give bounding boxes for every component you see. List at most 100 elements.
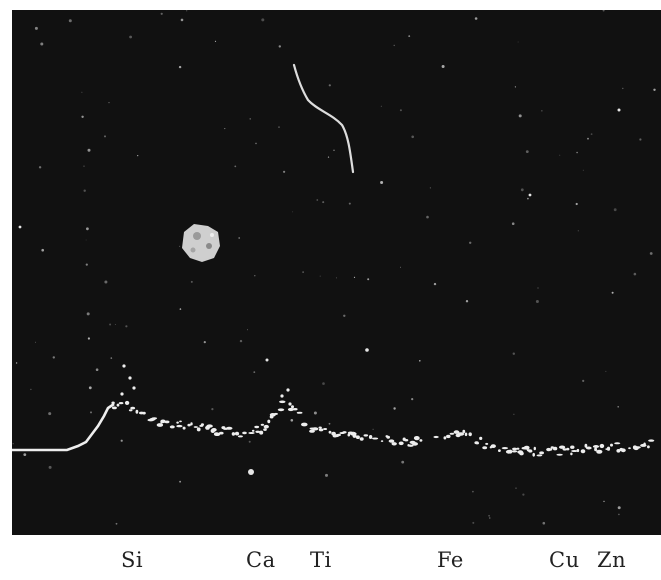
speck: [88, 386, 92, 390]
trace-dot: [182, 426, 186, 430]
element-label-zn: Zn: [597, 548, 627, 572]
speck: [35, 341, 36, 343]
speck: [653, 88, 656, 92]
trace-dot: [130, 406, 136, 410]
speck: [582, 169, 584, 171]
speck: [617, 108, 621, 112]
trace-dot: [142, 411, 146, 415]
trace-dot: [347, 433, 351, 437]
speck: [83, 189, 86, 192]
speck: [85, 239, 87, 241]
speck: [179, 308, 182, 310]
trace-dot: [124, 400, 130, 405]
speck: [353, 276, 356, 278]
trace-dot: [160, 419, 166, 424]
trace-dot: [363, 434, 369, 437]
trace-dot: [556, 453, 563, 456]
trace-dot: [433, 435, 439, 439]
speck: [489, 517, 491, 519]
speck: [203, 341, 206, 344]
speck: [518, 114, 522, 118]
speck: [95, 368, 99, 372]
trace-dot: [200, 423, 204, 426]
trace-dot: [523, 445, 530, 450]
trace-dot: [128, 376, 132, 380]
speck: [87, 337, 90, 340]
trace-dot: [254, 425, 260, 429]
fiber-strand: [292, 63, 355, 174]
trace-dot: [620, 448, 626, 453]
background-specks: [12, 10, 656, 525]
trace-dot: [267, 419, 271, 424]
trace-dot: [512, 447, 518, 451]
trace-dot: [599, 443, 605, 449]
trace-dot: [580, 449, 586, 454]
trace-dot: [562, 448, 568, 451]
speck: [328, 422, 331, 425]
speck: [419, 360, 421, 362]
micrograph-image: [12, 10, 661, 535]
speck: [283, 170, 286, 173]
trace-dot: [151, 417, 158, 420]
speck: [441, 65, 445, 68]
trace-dot: [596, 449, 603, 454]
speck: [433, 282, 437, 286]
trace-dot: [219, 431, 224, 435]
trace-dot: [355, 435, 360, 440]
trace-dot: [576, 448, 580, 453]
speck: [120, 439, 123, 442]
trace-dot: [457, 432, 465, 436]
speck: [316, 199, 319, 201]
speck: [86, 312, 90, 316]
trace-dot: [193, 426, 198, 428]
trace-dot: [336, 433, 341, 437]
trace-dot: [277, 408, 285, 412]
speck: [525, 150, 529, 154]
spectrum-trace: [111, 364, 655, 457]
speck: [247, 329, 248, 331]
trace-dot: [648, 439, 655, 442]
trace-dot: [482, 446, 488, 450]
trace-dot: [501, 447, 509, 450]
trace-dot: [519, 451, 524, 456]
trace-dot: [404, 439, 409, 442]
trace-dot: [606, 446, 611, 451]
speck: [129, 35, 132, 39]
speck: [380, 105, 382, 107]
trace-dot: [135, 409, 139, 414]
speck: [52, 356, 55, 359]
trace-dot: [292, 408, 298, 411]
speck: [528, 193, 532, 197]
speck: [41, 248, 44, 252]
element-label-si: Si: [121, 548, 144, 572]
trace-dot: [318, 426, 322, 429]
speck: [618, 513, 620, 516]
trace-dot: [342, 431, 347, 434]
trace-dot: [132, 386, 136, 390]
speck: [469, 241, 472, 244]
speck: [278, 45, 281, 48]
speck: [590, 133, 593, 135]
trace-dot: [352, 433, 357, 438]
speck: [137, 155, 139, 157]
speck: [605, 370, 607, 372]
trace-dot: [280, 394, 284, 398]
speck: [180, 18, 184, 22]
speck: [327, 156, 330, 158]
trace-dot: [111, 401, 115, 405]
speck: [515, 487, 517, 489]
trace-dot: [156, 423, 164, 427]
speck: [81, 115, 84, 119]
speck: [179, 245, 181, 247]
speck: [335, 277, 337, 279]
speck: [224, 128, 226, 130]
speck: [352, 431, 354, 433]
particle: [182, 224, 220, 262]
speck: [254, 275, 256, 277]
speck: [12, 443, 14, 445]
speck: [582, 379, 585, 382]
trace-dot: [628, 447, 631, 450]
speck: [48, 412, 52, 416]
trace-dot: [301, 422, 308, 427]
speck: [328, 84, 331, 87]
